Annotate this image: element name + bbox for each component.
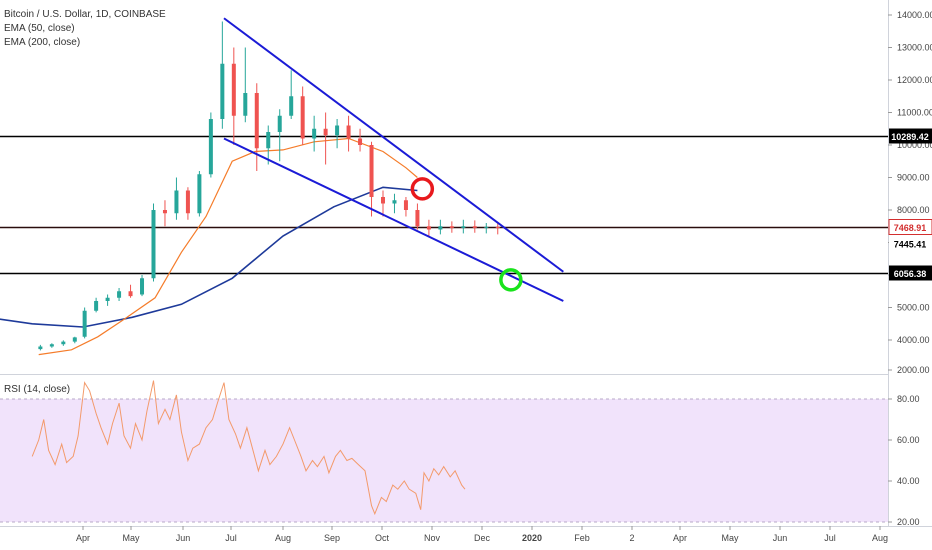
ema50-legend: EMA (50, close) (4, 23, 75, 34)
candle-body (94, 301, 99, 311)
ema50-line (38, 137, 418, 356)
candle-body (289, 96, 294, 116)
candle-body (335, 125, 340, 136)
time-tick-label: 2 (629, 533, 634, 543)
price-tick-label: 14000.00 (897, 10, 932, 20)
rsi-tick-label: 80.00 (897, 394, 920, 404)
price-tick-label: 8000.00 (897, 205, 930, 215)
price-tick-label: 9000.00 (897, 173, 930, 183)
level-price-tag (889, 265, 932, 281)
trendline-lower (223, 137, 564, 302)
red-circle-marker (410, 177, 435, 201)
time-tick-label: Jun (773, 533, 788, 543)
candle-body (61, 341, 66, 345)
candle-body (105, 297, 110, 301)
candle-body (162, 210, 167, 214)
candle-body (243, 93, 248, 116)
time-tick-label: Nov (424, 533, 441, 543)
candle-body (231, 63, 236, 116)
green-circle-marker (499, 268, 523, 292)
price-tick-label: 4000.00 (897, 335, 930, 345)
time-tick-label: Feb (574, 533, 590, 543)
candle-body (300, 96, 305, 139)
time-tick-label: May (122, 533, 140, 543)
candle-body (426, 226, 431, 230)
price-tick-label: 10000.00 (897, 140, 932, 150)
candle-body (392, 200, 397, 204)
time-tick-label: Aug (872, 533, 888, 543)
candle-body (472, 226, 477, 228)
rsi-pane[interactable] (0, 380, 888, 523)
candle-body (346, 125, 351, 139)
candle-body (369, 145, 374, 197)
candle-body (220, 63, 225, 119)
level-price-tag-text: 6056.38 (894, 269, 927, 279)
price-tick-label: 5000.00 (897, 303, 930, 313)
candle-body (72, 337, 77, 342)
time-tick-label: 2020 (522, 533, 542, 543)
trendline-upper (223, 17, 564, 273)
candle-body (128, 291, 133, 297)
price-pane[interactable] (0, 17, 888, 356)
candle-body (82, 310, 87, 337)
time-tick-label: Jul (225, 533, 237, 543)
level-price-tag-text: 7468.91 (894, 223, 927, 233)
candle-body (49, 344, 54, 347)
candle-body (208, 119, 213, 175)
price-tick-label: 13000.00 (897, 43, 932, 53)
rsi-tick-label: 60.00 (897, 435, 920, 445)
candle-body (323, 128, 328, 136)
rsi-line (31, 380, 466, 516)
price-tick-label: 2000.00 (897, 365, 930, 375)
candle-body (185, 190, 190, 214)
candle-body (197, 174, 202, 214)
time-tick-label: Apr (76, 533, 90, 543)
candle-body (312, 128, 317, 139)
time-tick-label: Oct (375, 533, 390, 543)
candle-body (266, 132, 271, 149)
symbol-title: Bitcoin / U.S. Dollar, 1D, COINBASE (4, 9, 166, 20)
candle-body (461, 226, 466, 228)
candle-body (117, 291, 122, 298)
candle-body (174, 190, 179, 214)
candle-body (495, 226, 500, 229)
chart-legend: Bitcoin / U.S. Dollar, 1D, COINBASE EMA … (4, 8, 166, 50)
time-tick-label: Apr (673, 533, 687, 543)
level-price-tag-text: 10289.42 (891, 132, 929, 142)
rsi-tick-label: 40.00 (897, 476, 920, 486)
time-tick-label: Dec (474, 533, 491, 543)
candle-body (38, 346, 43, 350)
last-price-tag-text: 7445.41 (894, 240, 927, 250)
candle-body (277, 115, 282, 132)
ema200-legend: EMA (200, close) (4, 37, 81, 48)
time-tick-label: Sep (324, 533, 340, 543)
candle-body (151, 210, 156, 279)
rsi-band (0, 399, 888, 522)
last-price-tag (889, 236, 932, 251)
candle-body (381, 197, 385, 204)
time-tick-label: May (721, 533, 739, 543)
level-price-tag (889, 128, 932, 144)
candle-body (449, 226, 454, 228)
ema200-line (0, 186, 418, 328)
candle-body (415, 210, 420, 227)
candle-body (403, 200, 408, 210)
candle-body (438, 226, 443, 230)
rsi-tick-label: 20.00 (897, 517, 920, 527)
candle-body (140, 278, 145, 295)
time-tick-label: Jul (824, 533, 836, 543)
rsi-legend: RSI (14, close) (4, 384, 71, 395)
price-tick-label: 12000.00 (897, 75, 932, 85)
time-tick-label: Aug (275, 533, 291, 543)
price-tick-label: 11000.00 (897, 108, 932, 118)
candle-body (358, 138, 363, 145)
candle-body (484, 226, 489, 228)
time-tick-label: Jun (176, 533, 191, 543)
candle-body (254, 93, 259, 149)
level-price-tag (888, 219, 932, 235)
